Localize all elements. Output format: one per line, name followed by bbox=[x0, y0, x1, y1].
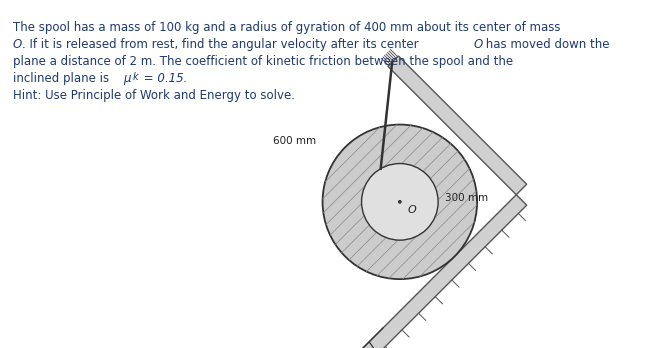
Text: inclined plane is: inclined plane is bbox=[13, 72, 113, 85]
Text: The spool has a mass of 100 kg and a radius of gyration of 400 mm about its cent: The spool has a mass of 100 kg and a rad… bbox=[13, 21, 560, 34]
Text: k: k bbox=[132, 72, 138, 82]
Text: O: O bbox=[408, 205, 417, 215]
Polygon shape bbox=[388, 56, 527, 195]
Text: plane a distance of 2 m. The coefficient of kinetic friction between the spool a: plane a distance of 2 m. The coefficient… bbox=[13, 55, 513, 68]
Text: Hint: Use Principle of Work and Energy to solve.: Hint: Use Principle of Work and Energy t… bbox=[13, 89, 295, 102]
Text: O: O bbox=[474, 38, 482, 51]
Text: has moved down the: has moved down the bbox=[482, 38, 610, 51]
Circle shape bbox=[362, 164, 438, 240]
Text: . If it is released from rest, find the angular velocity after its center: . If it is released from rest, find the … bbox=[22, 38, 422, 51]
Text: μ: μ bbox=[123, 72, 130, 85]
Text: 600 mm: 600 mm bbox=[273, 136, 316, 146]
Circle shape bbox=[323, 125, 477, 279]
Polygon shape bbox=[350, 195, 527, 348]
Text: 300 mm: 300 mm bbox=[445, 193, 488, 203]
Text: O: O bbox=[13, 38, 22, 51]
Circle shape bbox=[398, 201, 401, 203]
Text: = 0.15.: = 0.15. bbox=[140, 72, 188, 85]
